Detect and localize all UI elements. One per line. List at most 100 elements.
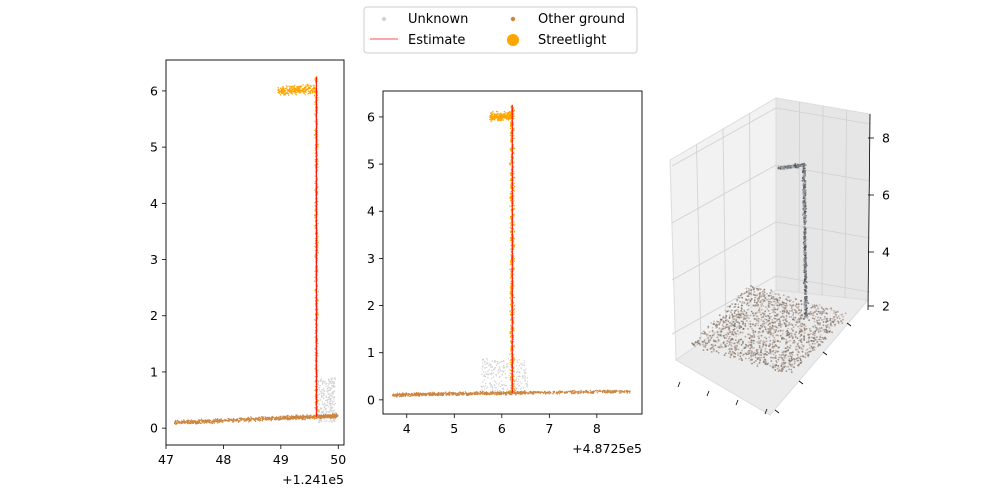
3d-ground-point: [758, 307, 761, 310]
panel-middle-unknown-point: [523, 364, 525, 366]
panel-middle-ground-point: [508, 390, 510, 392]
3d-ground-point: [833, 310, 836, 312]
panel-middle-ground-point: [546, 392, 548, 394]
legend-label-streetlight: Streetlight: [538, 33, 606, 48]
panel-middle-streetlight-point: [509, 117, 511, 119]
panel-middle-streetlight-point: [513, 311, 515, 314]
panel-left-unknown-point: [318, 389, 320, 391]
panel-middle-unknown-point: [518, 359, 520, 361]
panel-middle-streetlight-point: [514, 358, 516, 360]
panel-middle-unknown-point: [498, 367, 501, 369]
3d-ground-point: [813, 318, 816, 320]
panel-middle-ground-point: [485, 393, 487, 395]
panel-middle-streetlight-point: [509, 268, 511, 271]
panel-middle-streetlight-point: [492, 110, 494, 113]
panel-left-streetlight-point: [314, 336, 316, 338]
3d-ground-point: [718, 323, 720, 326]
panel-left-streetlight-point: [293, 87, 296, 90]
panel-left-streetlight-point: [282, 91, 284, 94]
panel-middle-unknown-point: [522, 364, 524, 366]
panel-middle-ground-point: [396, 392, 399, 394]
3d-ground-point: [833, 316, 835, 319]
3d-ground-point: [794, 316, 797, 319]
panel-left-unknown-point: [321, 396, 323, 398]
panel-middle-ground-point: [539, 391, 541, 393]
3d-ground-point: [812, 325, 815, 328]
3d-ground-point: [710, 322, 713, 324]
panel-middle-ground-point: [459, 391, 462, 394]
panel-left-unknown-point: [321, 389, 323, 391]
panel-middle-streetlight-point: [506, 115, 508, 117]
panel-middle-ground-point: [599, 390, 601, 392]
panel-middle-unknown-point: [525, 371, 527, 374]
3d-ground-point: [737, 295, 740, 297]
panel-left-unknown-point: [329, 394, 332, 397]
panel-left-ground-point: [271, 417, 273, 419]
panel-middle-unknown-point: [481, 389, 483, 391]
panel-middle-ground-point: [566, 392, 568, 394]
panel-middle-streetlight-point: [509, 112, 511, 114]
panel-left-streetlight-point: [314, 202, 316, 204]
3d-ground-point: [773, 306, 776, 309]
panel-middle-unknown-point: [502, 366, 504, 368]
panel-middle-streetlight-point: [501, 118, 503, 121]
panel-middle-streetlight-point: [510, 280, 512, 283]
panel-middle-streetlight-point: [510, 345, 512, 348]
panel-left-unknown-point: [333, 401, 335, 403]
panel-left-xtick-label: 47: [158, 452, 174, 467]
panel-left-ground-point: [261, 418, 264, 420]
panel-middle-streetlight-point: [513, 321, 515, 323]
panel-middle-streetlight-point: [513, 199, 515, 201]
panel-left-ground-point: [189, 420, 192, 422]
3d-ground-point: [821, 336, 824, 339]
3d-ground-point: [738, 358, 741, 361]
3d-ground-point: [770, 360, 773, 362]
3d-ground-point: [802, 345, 804, 347]
panel-middle-ground-point: [610, 391, 613, 393]
panel-middle-ground-point: [413, 394, 415, 396]
panel-middle-unknown-point: [516, 371, 518, 374]
3d-ground-point: [753, 361, 756, 364]
panel-left-unknown-point: [332, 411, 335, 413]
3d-ground-point: [760, 313, 762, 316]
panel-middle-ground-point: [578, 390, 580, 392]
panel-left-streetlight-point: [305, 89, 307, 91]
3d-ground-point: [781, 305, 783, 308]
3d-ground-point: [775, 318, 778, 320]
panel-left-streetlight-point: [314, 407, 316, 409]
panel-left-streetlight-point: [314, 91, 316, 94]
panel-left-streetlight-point: [313, 134, 316, 136]
panel-middle-unknown-point: [489, 363, 491, 365]
panel-left-unknown-point: [332, 392, 334, 395]
panel-middle-ground-point: [577, 393, 579, 395]
panel-left-unknown-point: [321, 403, 323, 405]
panel-middle-unknown-point: [498, 390, 501, 392]
panel-middle-ground-point: [435, 394, 437, 397]
panel-middle-streetlight-point: [513, 205, 516, 207]
panel-middle-ground-point: [469, 394, 471, 396]
3d-ground-point: [737, 354, 739, 356]
panel-left-unknown-point: [328, 402, 330, 404]
panel-middle-streetlight-point: [501, 117, 503, 119]
panel-left-ground-point: [215, 419, 218, 421]
panel-middle-unknown-point: [523, 375, 525, 377]
3d-ground-point: [757, 299, 760, 302]
panel-middle-unknown-point: [492, 372, 495, 374]
panel-left-unknown-point: [330, 378, 332, 380]
panel-middle-ground-point: [417, 392, 420, 394]
panel-middle-unknown-point: [491, 388, 494, 390]
panel-middle-ground-point: [408, 393, 410, 396]
panel-middle-ytick-label: 0: [367, 392, 375, 407]
panel-left-unknown-point: [326, 382, 328, 385]
panel-middle-ground-point: [464, 391, 466, 393]
panel-middle-unknown-point: [488, 368, 490, 371]
panel-left-streetlight-point: [317, 97, 319, 99]
panel-middle-ground-point: [504, 392, 506, 394]
panel-middle-unknown-point: [501, 370, 504, 373]
3d-ground-point: [836, 310, 839, 313]
panel-left-streetlight-point: [317, 145, 319, 148]
panel-left-xtick-label: 48: [215, 452, 231, 467]
3d-ground-point: [734, 345, 737, 347]
panel-middle-unknown-point: [504, 373, 507, 375]
